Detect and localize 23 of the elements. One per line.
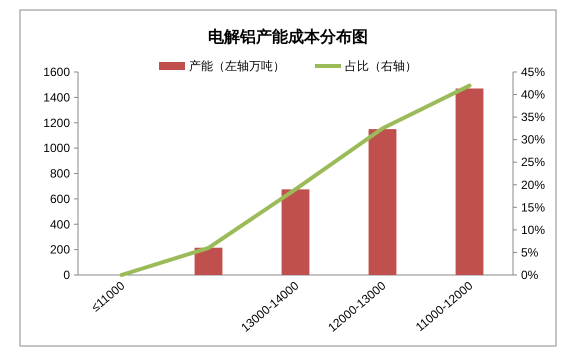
y-tick-label: 0 (63, 268, 70, 282)
y-tick-label: 800 (50, 166, 70, 180)
y-tick-label: 1600 (43, 65, 70, 79)
legend-label: 占比（右轴） (345, 59, 417, 73)
y-tick-label: 1400 (43, 90, 70, 104)
legend-label: 产能（左轴万吨） (189, 59, 285, 73)
y2-tick-label: 15% (521, 200, 546, 214)
y-tick-label: 200 (50, 242, 70, 257)
y2-tick-label: 0% (521, 268, 539, 282)
y2-tick-label: 40% (521, 88, 546, 102)
line-series (120, 84, 472, 277)
y-tick-label: 1000 (43, 141, 70, 156)
y-tick-label: 1200 (43, 116, 70, 130)
y-tick-label: 600 (50, 192, 70, 206)
y2-tick-label: 45% (521, 65, 546, 79)
y-tick-label: 400 (50, 217, 70, 232)
y2-tick-label: 10% (521, 222, 546, 237)
y2-tick-label: 20% (521, 178, 546, 192)
y2-tick-label: 35% (521, 110, 546, 124)
y2-tick-label: 30% (521, 132, 546, 147)
y2-tick-label: 25% (521, 155, 546, 170)
y2-tick-label: 5% (521, 245, 539, 260)
chart-title: 电解铝产能成本分布图 (208, 28, 368, 46)
